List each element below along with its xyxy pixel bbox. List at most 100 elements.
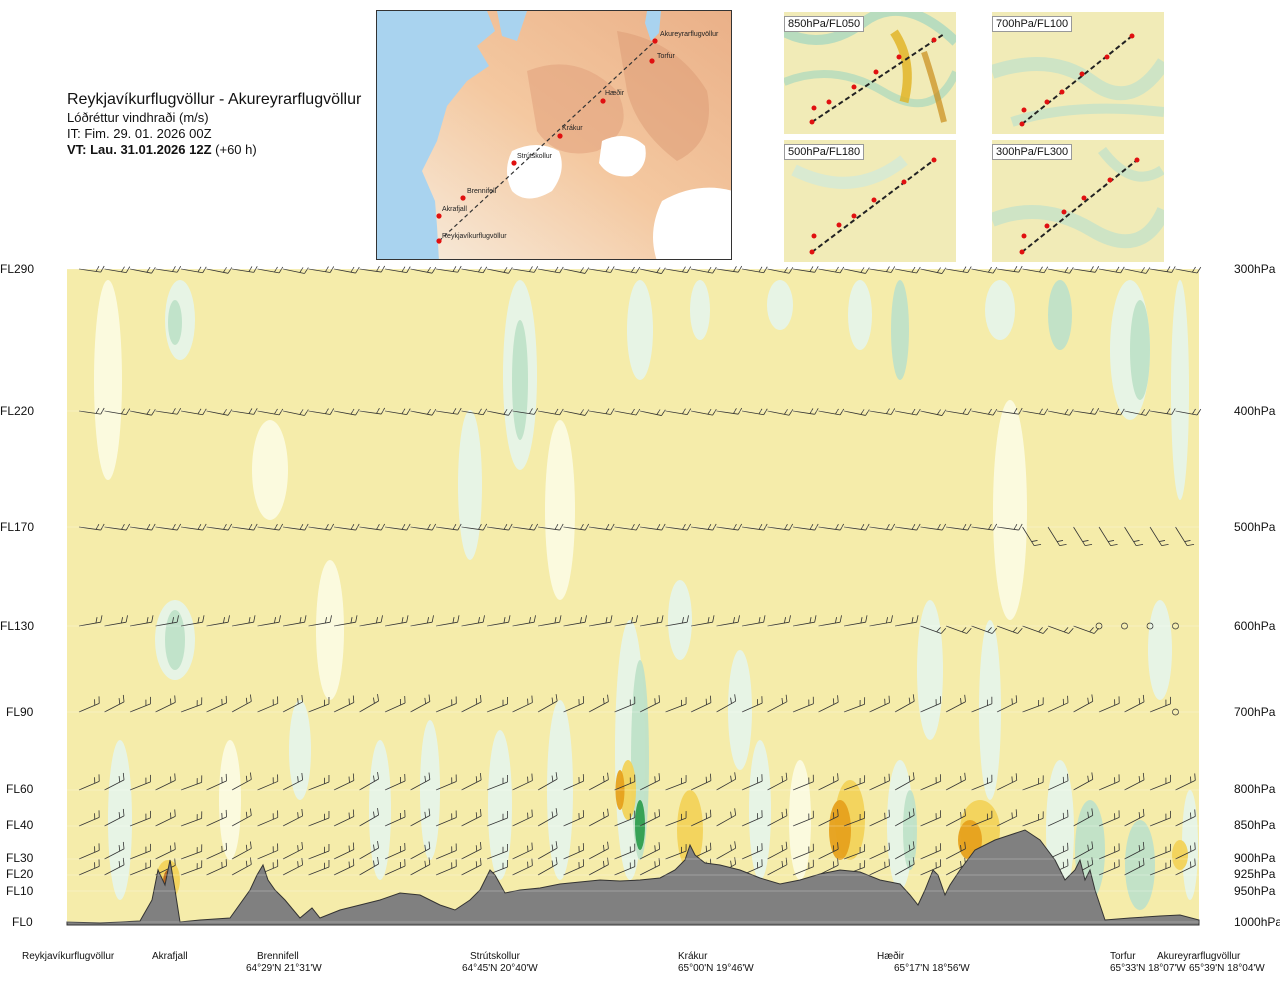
wind-barb — [894, 615, 919, 627]
route-map-label-4: Strútskollur — [517, 153, 553, 160]
wind-band-48 — [677, 790, 703, 870]
mini-map-850: 850hPa/FL050 — [784, 12, 956, 134]
wind-barb — [435, 843, 457, 860]
wind-band-27 — [979, 620, 1001, 800]
wind-barb — [206, 615, 230, 627]
wind-barb — [410, 266, 437, 274]
wind-barb — [563, 615, 587, 627]
waypoint-name: Brennifell — [257, 951, 299, 962]
level-lines — [67, 268, 1199, 923]
wind-barb — [410, 615, 434, 627]
wind-barb — [614, 774, 636, 791]
wind-barb — [155, 842, 176, 860]
wind-barb — [410, 772, 431, 791]
wind-band-53 — [635, 800, 645, 850]
title-block: Reykjavíkurflugvöllur - Akureyrarflugvöl… — [67, 90, 361, 158]
waypoint-name: Akureyrarflugvöllur — [1157, 951, 1241, 962]
wind-barb — [869, 809, 890, 827]
wind-band-22 — [668, 580, 692, 660]
wind-barb — [180, 811, 203, 827]
wind-barb — [537, 266, 564, 274]
wind-barb — [690, 809, 712, 827]
wind-barb — [129, 774, 151, 791]
wind-barb — [767, 615, 791, 627]
wind-barb — [512, 615, 536, 627]
wind-barb — [716, 772, 737, 791]
wind-barb — [231, 841, 252, 860]
wind-barb — [1124, 409, 1151, 416]
wind-barb — [461, 266, 488, 274]
wind-band-34 — [749, 740, 771, 880]
wind-barb — [1047, 526, 1067, 547]
wind-barb — [894, 808, 915, 827]
wind-band-7 — [627, 280, 653, 380]
wind-barb — [384, 615, 409, 627]
wind-band-11 — [891, 280, 909, 380]
wind-barb — [920, 810, 942, 827]
wind-barb — [869, 842, 890, 860]
wind-barb — [1047, 773, 1069, 791]
level-label-right: 400hPa — [1234, 404, 1276, 418]
wind-barb — [461, 695, 482, 713]
wind-barb — [512, 858, 533, 876]
wind-barb — [78, 774, 100, 791]
wind-barb — [435, 774, 457, 791]
wind-barb — [180, 775, 203, 791]
wind-barb — [461, 842, 482, 860]
wind-barb — [359, 808, 379, 827]
wind-barb — [333, 773, 355, 791]
wind-barb — [894, 857, 915, 876]
wind-barb — [767, 772, 788, 791]
wind-barb — [257, 615, 281, 627]
wind-barb — [945, 694, 966, 713]
level-label-left: FL10 — [6, 884, 34, 898]
wind-barb — [639, 409, 666, 416]
wind-barb — [282, 409, 309, 416]
wind-barb — [792, 843, 814, 860]
wind-barb — [206, 773, 227, 791]
valid-time-date: VT: Lau. 31.01.2026 12Z — [67, 142, 212, 157]
wind-barb — [537, 841, 558, 860]
valid-time-offset: (+60 h) — [215, 142, 257, 157]
mini-map-label: 850hPa/FL050 — [784, 16, 865, 32]
wind-barb — [1098, 696, 1120, 713]
wind-barb — [537, 857, 558, 876]
chart-subtitle: Lóðréttur vindhraði (m/s) — [67, 110, 209, 125]
wind-barb — [1175, 526, 1195, 547]
wind-barb — [639, 267, 666, 274]
wind-barb — [104, 615, 128, 627]
wind-barb — [537, 615, 562, 627]
level-label-right: 1000hPa — [1234, 915, 1280, 929]
level-label-right: 850hPa — [1234, 818, 1276, 832]
wind-barb — [384, 695, 406, 713]
wind-barb — [206, 267, 233, 274]
wind-barb — [486, 615, 511, 627]
wind-barb — [78, 615, 103, 627]
wind-band-29 — [289, 700, 311, 800]
wind-barb — [920, 625, 947, 634]
wind-band-17 — [993, 400, 1027, 620]
wind-barb — [461, 408, 488, 416]
wind-barb — [206, 858, 227, 876]
wind-band-12 — [985, 280, 1015, 340]
wind-barb — [104, 694, 125, 713]
wind-barb — [155, 615, 179, 627]
wind-barb — [257, 696, 279, 713]
wind-barb — [843, 267, 870, 274]
wind-band-32 — [488, 730, 512, 880]
wind-barb — [869, 773, 890, 791]
wind-barb — [639, 809, 661, 827]
wind-barb — [843, 615, 868, 627]
wind-barb — [1149, 774, 1171, 791]
wind-barb — [129, 696, 151, 713]
wind-barb — [435, 615, 460, 627]
wind-barb — [1047, 809, 1069, 827]
wind-barb — [1098, 266, 1125, 274]
wind-barb — [486, 409, 513, 416]
wind-barb — [461, 615, 485, 627]
level-label-left: FL220 — [0, 404, 35, 418]
wind-barb — [1149, 859, 1171, 876]
wind-barb — [537, 408, 564, 416]
wind-barb — [512, 809, 533, 827]
wind-band-42 — [219, 740, 241, 860]
